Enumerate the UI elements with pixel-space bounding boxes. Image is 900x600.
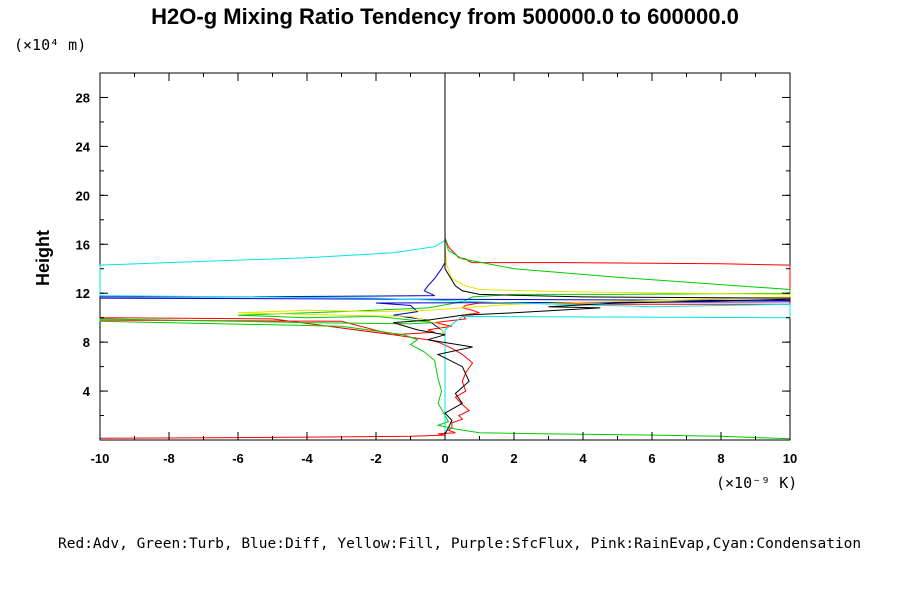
x-tick-label: -10 [91, 451, 110, 466]
x-tick-label: 10 [783, 451, 797, 466]
series-layer [99, 73, 791, 440]
y-axis-ticks: 4 8 12 16 20 24 28 [76, 90, 790, 417]
y-tick-label: 20 [76, 188, 90, 203]
x-tick-label: -8 [163, 451, 175, 466]
x-tick-label: 4 [579, 451, 587, 466]
series-line-unlabeled [393, 73, 791, 440]
series-line-turb [99, 73, 791, 440]
x-tick-label: -2 [370, 451, 382, 466]
x-tick-label: -6 [232, 451, 244, 466]
y-tick-label: 8 [83, 335, 90, 350]
y-tick-label: 16 [76, 237, 90, 252]
y-axis-label: Height [33, 230, 53, 286]
x-axis-units: (×10⁻⁹ K) [716, 474, 797, 492]
x-tick-label: -4 [301, 451, 313, 466]
y-tick-label: 28 [76, 90, 90, 105]
x-tick-label: 2 [510, 451, 517, 466]
x-axis-ticks: -10 -8 -6 -4 -2 0 2 4 6 8 10 [91, 73, 797, 466]
y-axis-units: (×10⁴ m) [14, 36, 86, 54]
y-tick-label: 24 [76, 139, 91, 154]
y-tick-label: 4 [83, 384, 91, 399]
x-tick-label: 0 [441, 451, 448, 466]
series-line-condensation [99, 73, 791, 440]
x-tick-label: 8 [717, 451, 724, 466]
series-line-fill [237, 73, 791, 440]
x-tick-label: 6 [648, 451, 655, 466]
legend: Red:Adv, Green:Turb, Blue:Diff, Yellow:F… [58, 536, 861, 552]
y-tick-label: 12 [76, 286, 90, 301]
chart-title: H2O-g Mixing Ratio Tendency from 500000.… [151, 4, 739, 29]
